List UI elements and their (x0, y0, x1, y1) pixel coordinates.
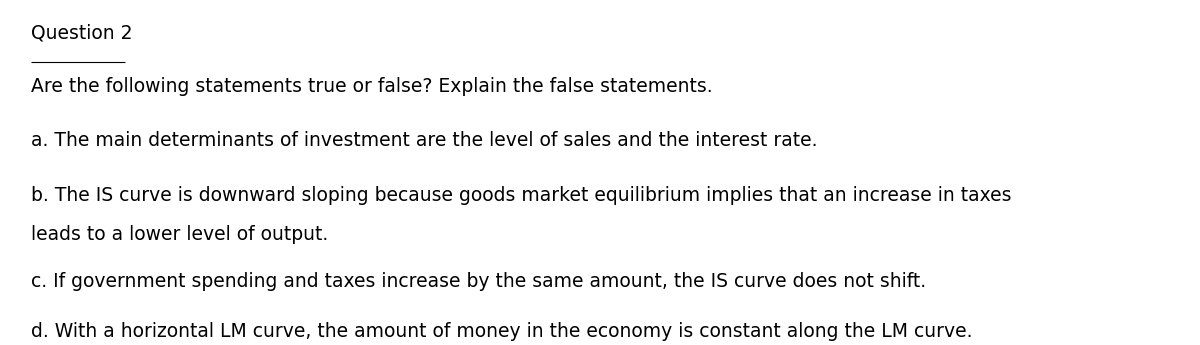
Text: Are the following statements true or false? Explain the false statements.: Are the following statements true or fal… (31, 77, 713, 96)
Text: d. With a horizontal LM curve, the amount of money in the economy is constant al: d. With a horizontal LM curve, the amoun… (31, 322, 973, 341)
Text: leads to a lower level of output.: leads to a lower level of output. (31, 225, 329, 244)
Text: b. The IS curve is downward sloping because goods market equilibrium implies tha: b. The IS curve is downward sloping beca… (31, 186, 1012, 205)
Text: a. The main determinants of investment are the level of sales and the interest r: a. The main determinants of investment a… (31, 131, 818, 150)
Text: c. If government spending and taxes increase by the same amount, the IS curve do: c. If government spending and taxes incr… (31, 273, 926, 292)
Text: Question 2: Question 2 (31, 24, 133, 43)
